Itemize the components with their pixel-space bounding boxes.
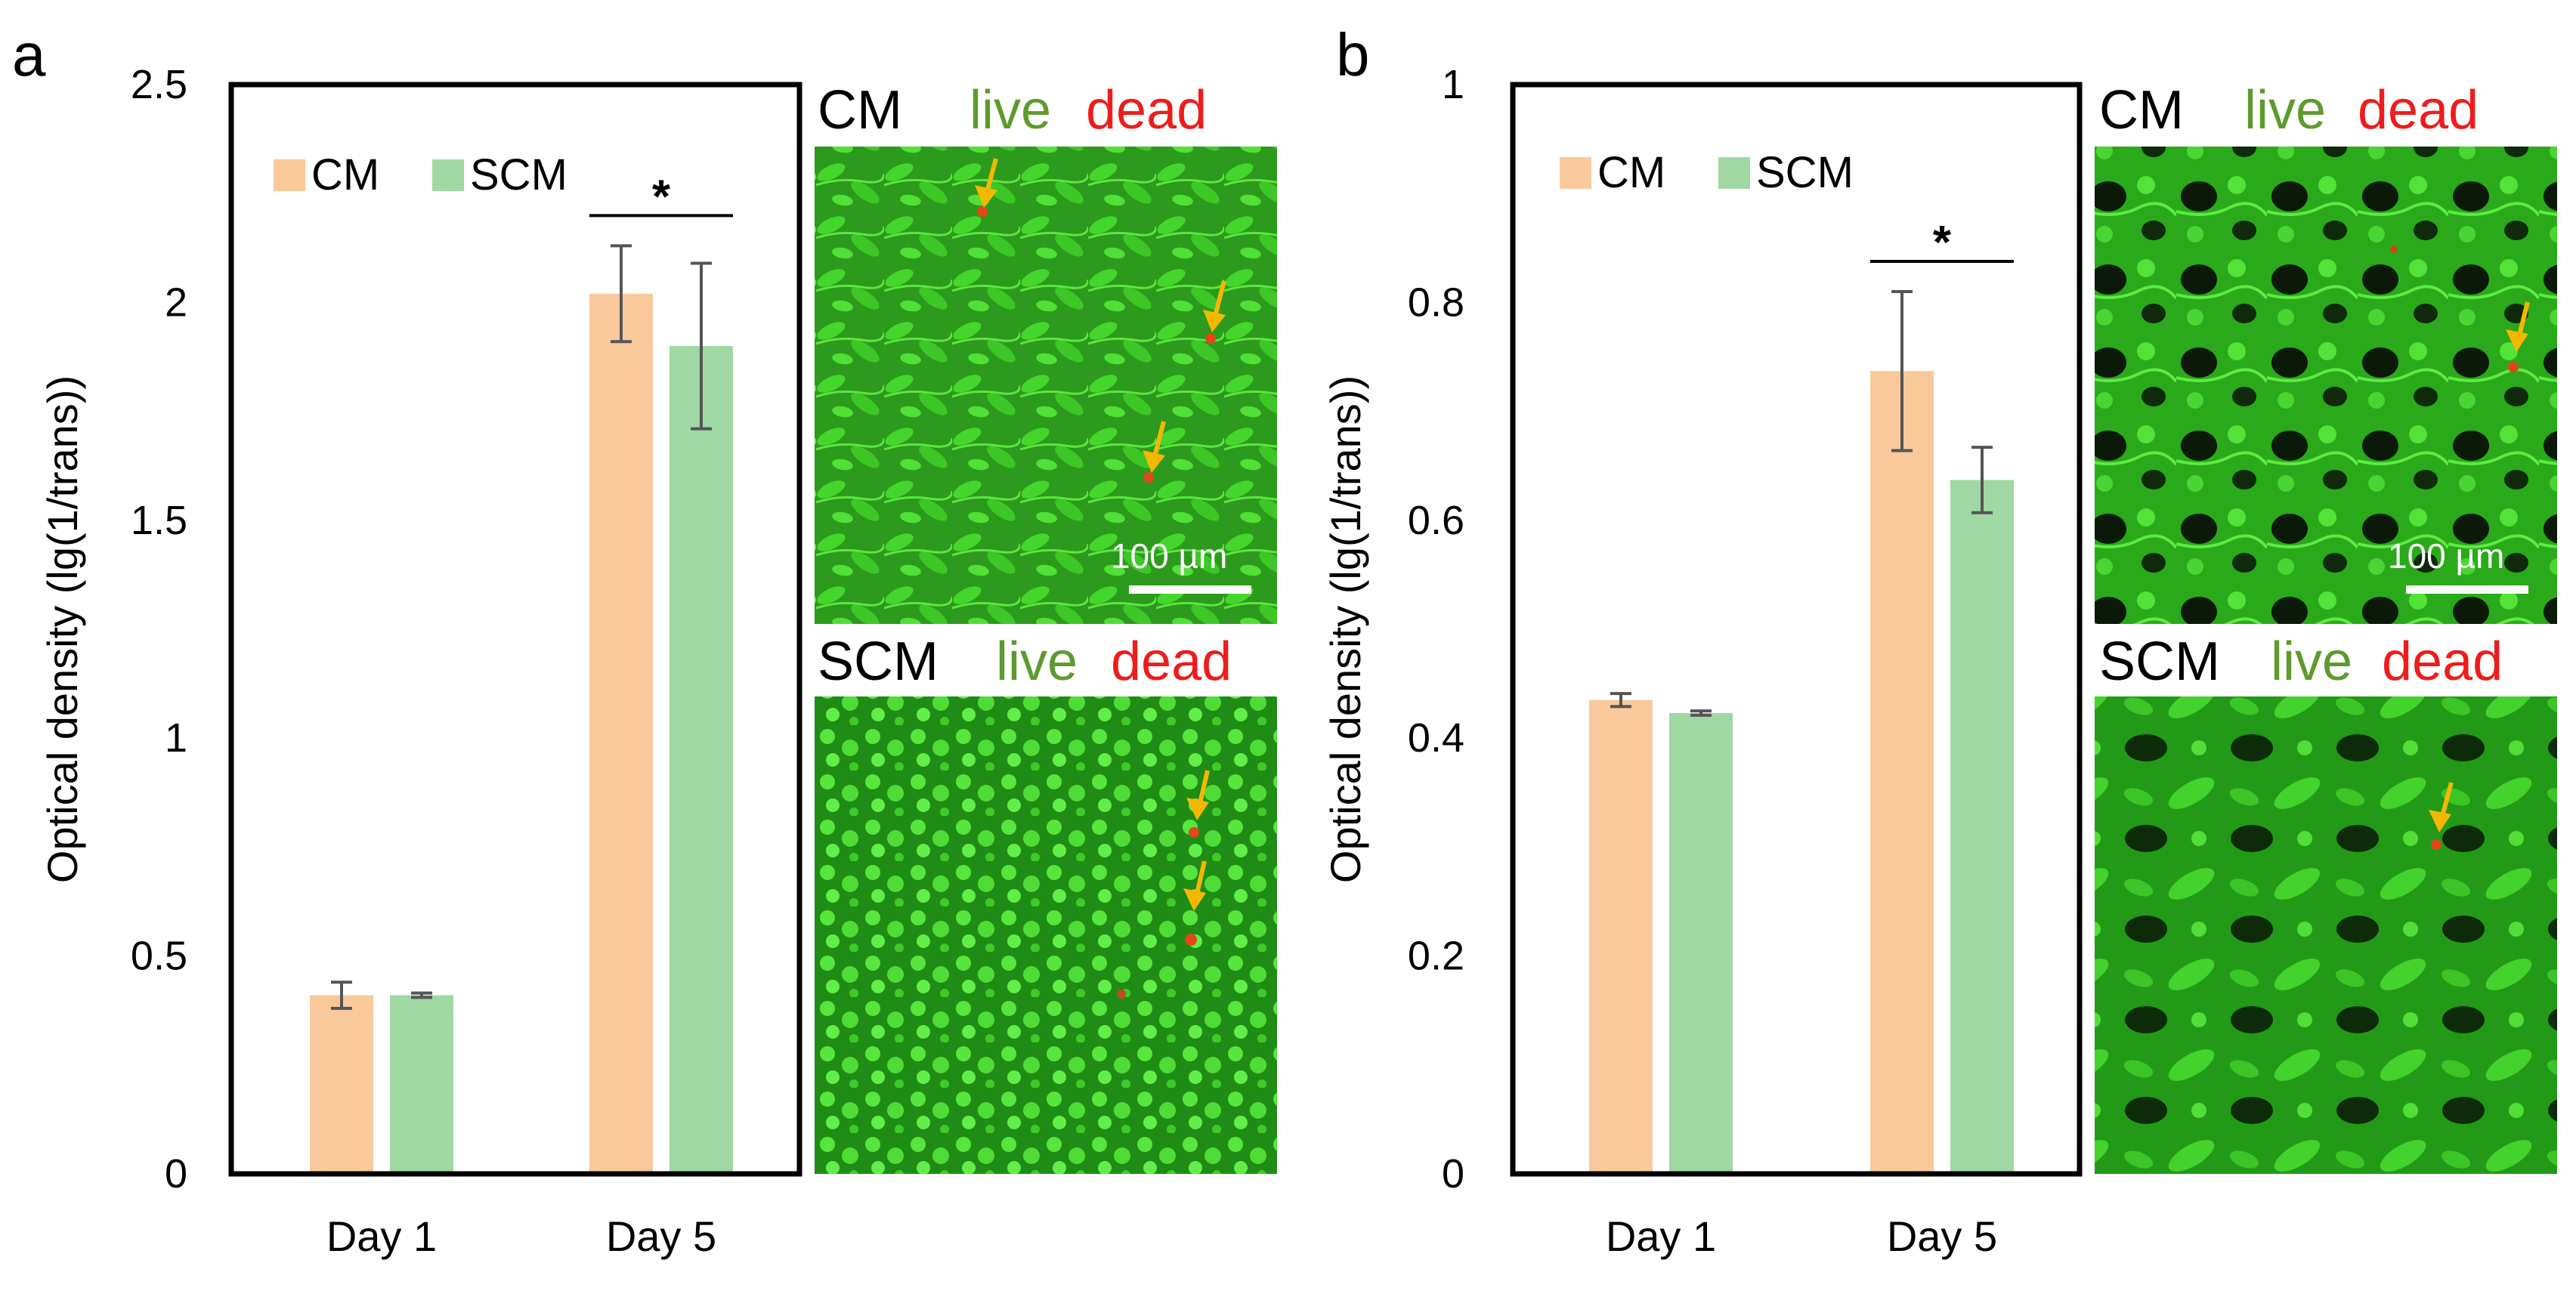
legend-label: CM (311, 150, 379, 199)
scale-bar (2406, 585, 2528, 594)
image-dead-a-scm: dead (1111, 632, 1232, 692)
image-dead-b-cm: dead (2358, 80, 2479, 141)
image-live-b-scm: live (2271, 632, 2352, 692)
legend-swatch (1560, 157, 1591, 189)
bar-scm (1950, 480, 2014, 1174)
y-tick-label: 2.5 (131, 62, 187, 107)
image-live-b-cm: live (2244, 80, 2326, 141)
x-category-label: Day 1 (326, 1212, 437, 1260)
micrograph-b-cm: CM live dead 100 µm (2095, 80, 2557, 624)
dead-cell (2390, 246, 2398, 253)
bar-cm (589, 293, 653, 1174)
arrow-icon (1186, 798, 1209, 820)
plot-frame (1510, 82, 2083, 1177)
y-tick-label: 0.6 (1408, 498, 1464, 543)
arrow-icon (1143, 450, 1165, 473)
dead-cell (1143, 472, 1154, 483)
dead-cell (1189, 827, 1199, 838)
panel-letter-a: a (12, 21, 46, 88)
image-label-a-cm: CM (818, 80, 902, 141)
micrograph-image (2095, 147, 2557, 624)
x-category-label: Day 5 (606, 1212, 716, 1260)
dead-cell (1185, 934, 1197, 946)
y-tick-label: 0.5 (131, 934, 187, 979)
image-live-a-scm: live (996, 632, 1078, 692)
y-tick-label: 0.2 (1408, 934, 1464, 979)
arrow-icon (1203, 310, 1226, 332)
dead-cell (2431, 839, 2441, 850)
y-tick-label: 1 (1442, 62, 1464, 107)
plot-frame (228, 82, 802, 1177)
micrograph-b-scm: SCM live dead (2095, 632, 2557, 1174)
x-category-label: Day 1 (1606, 1212, 1716, 1260)
image-live-a-cm: live (969, 80, 1051, 141)
y-tick-label: 0 (1442, 1151, 1464, 1197)
arrow-icon (2429, 810, 2451, 832)
bar-cm (310, 995, 373, 1174)
micrograph-a-cm: CM live dead 100 µm (815, 80, 1277, 624)
legend-label: SCM (470, 150, 567, 199)
image-label-b-cm: CM (2099, 80, 2184, 141)
dead-cell (1117, 990, 1126, 999)
micrograph-a-scm: SCM live dead (815, 632, 1277, 1174)
dead-cell (2508, 362, 2519, 372)
chart-a: 0 0.5 1 1.5 2 2.5 Optical density (lg(1/trans)… (39, 62, 802, 1260)
x-category-label: Day 5 (1887, 1212, 1997, 1260)
y-tick-label: 0 (165, 1151, 187, 1197)
image-label-a-scm: SCM (818, 632, 939, 692)
dead-cell (977, 206, 988, 217)
bar-cm (1870, 371, 1934, 1175)
image-dead-a-cm: dead (1086, 80, 1207, 141)
arrow-icon (975, 185, 997, 208)
y-axis-label: Optical density (lg(1/trans)) (1322, 375, 1369, 883)
bar-scm (670, 346, 733, 1175)
scale-label: 100 µm (2388, 536, 2504, 576)
y-tick-label: 1.5 (131, 498, 187, 543)
bar-cm (1589, 699, 1653, 1174)
y-tick-label: 0.8 (1408, 279, 1464, 325)
y-tick-label: 1 (165, 715, 187, 761)
scale-label: 100 µm (1111, 536, 1227, 576)
y-axis-label: Optical density (lg(1/trans)) (39, 375, 86, 883)
legend-label: SCM (1756, 148, 1854, 197)
arrow-icon (2506, 329, 2528, 352)
micrograph-image (2095, 696, 2557, 1174)
chart-b: 0 0.2 0.4 0.6 0.8 1 Optical density (lg(1/tran… (1322, 62, 2083, 1260)
micrograph-image (815, 147, 1277, 624)
dead-cell (1205, 333, 1216, 344)
y-tick-label: 2 (165, 279, 187, 325)
panel-letter-b: b (1336, 21, 1370, 88)
legend-swatch (1718, 157, 1750, 189)
arrow-icon (1183, 888, 1206, 911)
image-label-b-scm: SCM (2099, 632, 2220, 692)
y-tick-label: 0.4 (1408, 715, 1464, 761)
scale-bar (1129, 585, 1251, 594)
micrograph-image (815, 696, 1277, 1174)
image-dead-b-scm: dead (2382, 632, 2503, 692)
significance-marker: * (1933, 217, 1952, 269)
significance-marker: * (652, 171, 671, 223)
legend-swatch (274, 159, 305, 191)
bar-scm (1669, 713, 1733, 1174)
legend-label: CM (1597, 148, 1665, 197)
legend-swatch (432, 159, 464, 191)
bar-scm (390, 995, 453, 1174)
